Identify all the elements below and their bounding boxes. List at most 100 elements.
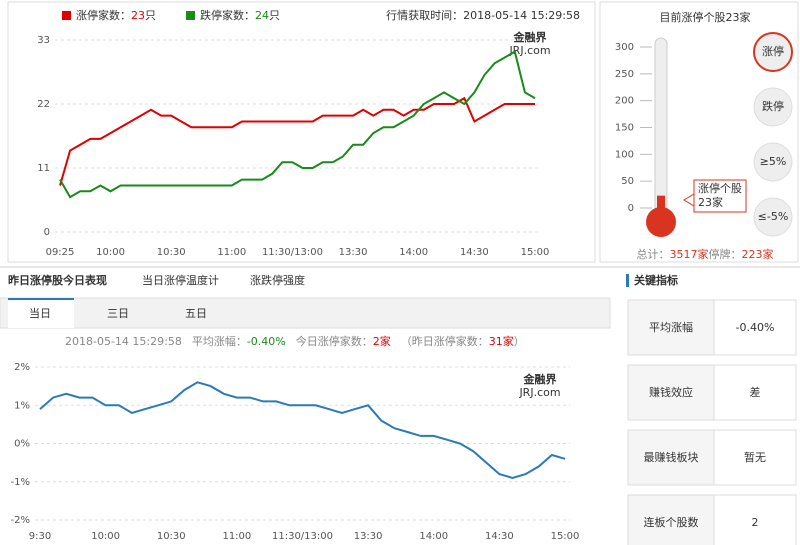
y-tick-label: -2% bbox=[11, 515, 30, 526]
metric-label-box bbox=[627, 364, 715, 421]
metric-label: 赚钱效应 bbox=[649, 385, 693, 399]
thermo-fluid bbox=[657, 195, 665, 214]
info-line-part: 31家 bbox=[489, 334, 514, 348]
thermo-footer: 总计：3517家停牌：223家 bbox=[637, 247, 774, 261]
thermo-title: 目前涨停个股23家 bbox=[660, 10, 751, 24]
x-tick-label: 15:00 bbox=[551, 531, 580, 542]
series-line bbox=[39, 381, 566, 479]
x-tick-label: 10:30 bbox=[157, 531, 186, 542]
legend-down-part: 只 bbox=[269, 9, 280, 22]
metric-label: 最赚钱板块 bbox=[644, 450, 699, 464]
thermo-footer-part: 3517家 bbox=[670, 247, 709, 261]
y-tick-label: 22 bbox=[37, 99, 50, 110]
thermo-tick-label: 300 bbox=[615, 42, 634, 53]
callout-text: 涨停个股 bbox=[698, 181, 742, 195]
section-link[interactable]: 当日涨停温度计 bbox=[142, 273, 219, 287]
thermo-tick-label: 250 bbox=[615, 69, 634, 80]
filter-button[interactable] bbox=[753, 142, 793, 182]
y-tick-label: 0 bbox=[44, 227, 50, 238]
series-line bbox=[59, 50, 536, 199]
thermo-tick-label: 150 bbox=[615, 123, 634, 134]
filter-button-label[interactable]: 跌停 bbox=[762, 99, 784, 113]
info-line-part: 平均涨幅： bbox=[192, 335, 247, 348]
filter-button[interactable] bbox=[753, 32, 793, 72]
legend-down-part: 24 bbox=[255, 9, 269, 22]
callout-box bbox=[693, 179, 747, 213]
watermark: 金融界 bbox=[513, 30, 547, 44]
tab[interactable]: 当日 bbox=[29, 306, 51, 320]
metric-value-box bbox=[713, 364, 797, 421]
x-tick-label: 11:00 bbox=[222, 531, 251, 542]
divider bbox=[0, 266, 800, 268]
x-tick-label: 14:00 bbox=[419, 531, 448, 542]
y-tick-label: 11 bbox=[37, 163, 50, 174]
x-tick-label: 11:30/13:00 bbox=[272, 531, 333, 542]
info-line-part: 今日涨停家数： bbox=[296, 334, 373, 348]
x-tick-label: 13:30 bbox=[339, 247, 368, 258]
watermark-sub: JRJ.com bbox=[508, 44, 550, 57]
active-tab-bg bbox=[8, 298, 74, 328]
x-tick-label: 14:00 bbox=[399, 247, 428, 258]
filter-button[interactable] bbox=[753, 87, 793, 127]
y-tick-label: 1% bbox=[14, 400, 30, 411]
info-line: 2018-05-14 15:29:58 平均涨幅：-0.40% 今日涨停家数：2家 （… bbox=[65, 334, 525, 348]
y-tick-label: 2% bbox=[14, 362, 30, 373]
x-tick-label: 10:30 bbox=[157, 247, 186, 258]
x-tick-label: 13:30 bbox=[354, 531, 383, 542]
tab[interactable]: 五日 bbox=[185, 307, 207, 320]
thermo-tick-label: 100 bbox=[615, 149, 634, 160]
metrics-title-bar bbox=[626, 274, 629, 287]
x-tick-label: 10:00 bbox=[91, 531, 120, 542]
metric-value-box bbox=[713, 299, 797, 356]
info-line-part: 2018-05-14 15:29:58 bbox=[65, 335, 182, 348]
x-tick-label: 15:00 bbox=[521, 247, 550, 258]
tab[interactable]: 三日 bbox=[107, 307, 129, 320]
x-tick-label: 11:30/13:00 bbox=[262, 247, 323, 258]
thermo-tick-label: 200 bbox=[615, 96, 634, 107]
legend-up-part: 只 bbox=[145, 9, 156, 22]
filter-button[interactable] bbox=[753, 197, 793, 237]
metric-label-box bbox=[627, 429, 715, 486]
thermo-bulb bbox=[646, 207, 676, 237]
metric-label-box bbox=[627, 494, 715, 545]
y-tick-label: 33 bbox=[37, 35, 50, 46]
watermark-sub: JRJ.com bbox=[518, 386, 560, 399]
thermo-footer-part: 停牌： bbox=[709, 247, 742, 261]
metric-label: 连板个股数 bbox=[644, 515, 699, 529]
x-tick-label: 9:30 bbox=[29, 531, 51, 542]
filter-button-label[interactable]: ≥5% bbox=[760, 155, 787, 168]
info-line-part: -0.40% bbox=[247, 335, 286, 348]
tab-bar bbox=[0, 297, 611, 329]
metric-value: 暂无 bbox=[744, 451, 766, 464]
thermo-tube bbox=[654, 37, 668, 219]
metrics-title: 关键指标 bbox=[634, 273, 678, 287]
callout-text: 23家 bbox=[698, 195, 723, 209]
filter-button-label[interactable]: ≤-5% bbox=[758, 210, 789, 223]
thermo-tick-label: 0 bbox=[628, 203, 634, 214]
metric-value: 差 bbox=[750, 385, 761, 399]
legend-up: 涨停家数：23只 bbox=[76, 8, 156, 22]
section-link[interactable]: 涨跌停强度 bbox=[250, 273, 305, 287]
filter-button-label[interactable]: 涨停 bbox=[762, 44, 784, 58]
fetch-time: 行情获取时间：2018-05-14 15:29:58 bbox=[386, 9, 580, 22]
active-tab-indicator bbox=[8, 298, 74, 300]
x-tick-label: 14:30 bbox=[485, 531, 514, 542]
watermark: 金融界 bbox=[523, 372, 557, 386]
legend-up-part: 涨停家数： bbox=[76, 8, 131, 22]
x-tick-label: 09:25 bbox=[46, 247, 75, 258]
info-line-part: ） bbox=[514, 335, 525, 348]
top-chart-panel bbox=[7, 1, 596, 263]
metric-value: -0.40% bbox=[736, 321, 775, 334]
x-tick-label: 11:00 bbox=[217, 247, 246, 258]
legend-down: 跌停家数：24只 bbox=[200, 8, 280, 22]
legend-swatch bbox=[186, 11, 195, 20]
y-tick-label: -1% bbox=[11, 477, 30, 488]
legend-swatch bbox=[62, 11, 71, 20]
info-line-part: 2家 bbox=[373, 334, 391, 348]
legend-down-part: 跌停家数： bbox=[200, 8, 255, 22]
section-title: 昨日涨停股今日表现 bbox=[8, 273, 107, 287]
metric-value-box bbox=[713, 429, 797, 486]
series-line bbox=[59, 96, 535, 186]
thermo-footer-part: 总计： bbox=[637, 247, 670, 261]
